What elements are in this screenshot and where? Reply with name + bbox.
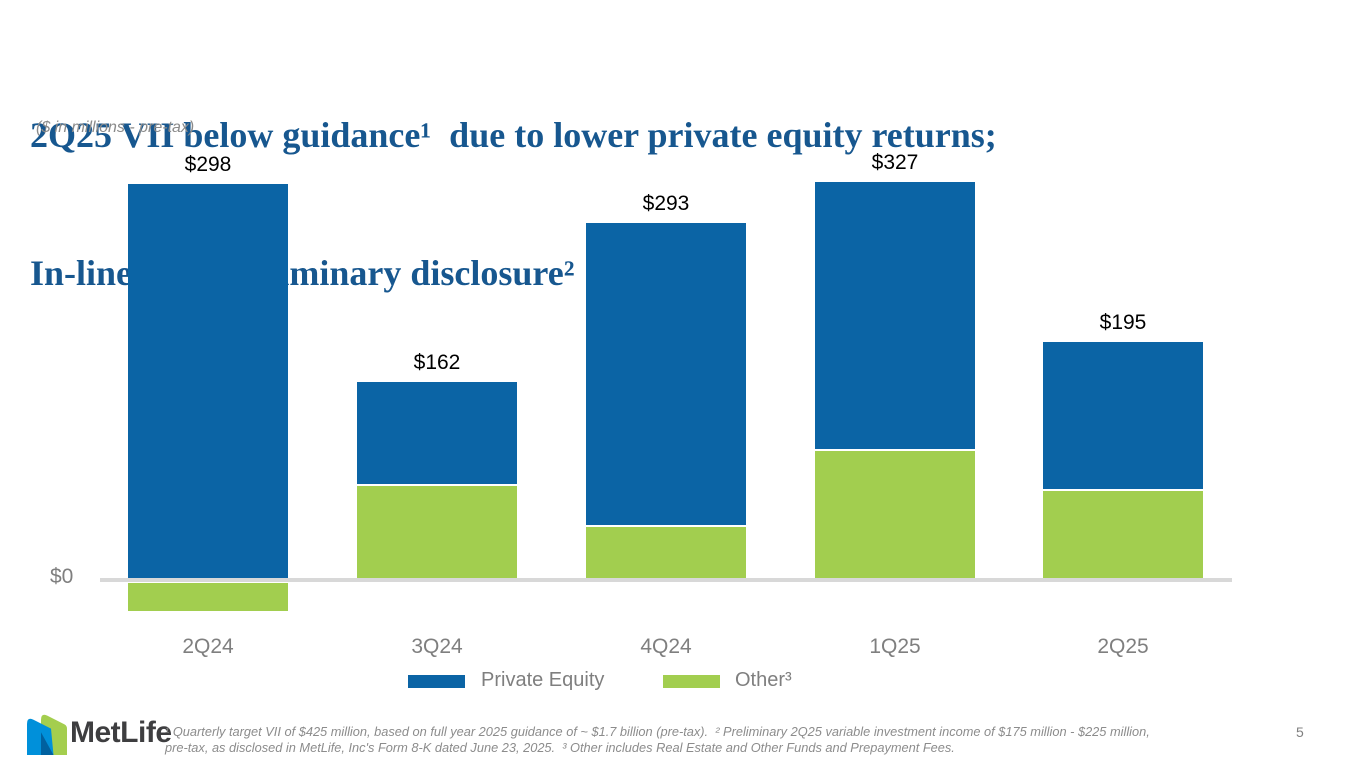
bar-segment-private-equity-2Q24 — [128, 184, 288, 578]
bar-segment-private-equity-1Q25 — [815, 182, 975, 449]
y-axis-zero-label: $0 — [50, 565, 74, 588]
bar-segment-other-3Q24 — [357, 485, 517, 578]
bar-total-label-4Q24: $293 — [642, 192, 690, 216]
x-axis-label-1Q25: 1Q25 — [869, 635, 921, 658]
legend-swatch-other — [663, 675, 720, 688]
bar-total-label-3Q24: $162 — [413, 350, 461, 374]
metlife-wordmark: MetLife — [70, 716, 172, 749]
x-axis-line — [100, 578, 1232, 582]
legend-swatch-private-equity — [408, 675, 465, 688]
slide-title-line1: 2Q25 VII below guidance¹ due to lower pr… — [30, 115, 997, 155]
bar-segment-other-4Q24 — [586, 527, 746, 578]
bar-segment-private-equity-2Q25 — [1043, 341, 1203, 489]
metlife-logo: MetLife — [27, 711, 197, 757]
page-number: 5 — [1296, 724, 1304, 740]
bar-total-label-2Q25: $195 — [1099, 310, 1147, 334]
stacked-bar-chart: $0 $298 2Q24 $162 3Q24 $293 4Q24 $327 1Q25 $195 2… — [50, 151, 1232, 658]
x-axis-label-4Q24: 4Q24 — [640, 635, 692, 658]
units-note: ($ in millions - pre-tax) — [36, 119, 195, 136]
slide-title: 2Q25 VII below guidance¹ due to lower pr… — [30, 20, 1350, 342]
metlife-logo-mark-icon — [27, 714, 67, 755]
bar-segment-other-1Q25 — [815, 450, 975, 578]
x-axis-label-2Q24: 2Q24 — [182, 635, 234, 658]
bar-segment-other-2Q25 — [1043, 490, 1203, 578]
bar-total-label-1Q25: $327 — [871, 151, 919, 174]
legend-label-private-equity: Private Equity — [481, 669, 605, 691]
x-axis-label-3Q24: 3Q24 — [411, 635, 463, 658]
bar-total-label-2Q24: $298 — [184, 153, 232, 177]
bar-segment-private-equity-3Q24 — [357, 381, 517, 484]
bar-segment-private-equity-4Q24 — [586, 223, 746, 526]
legend-label-other: Other³ — [735, 669, 792, 691]
footnote-line2: pre-tax, as disclosed in MetLife, Inc's … — [165, 740, 955, 755]
x-axis-label-2Q25: 2Q25 — [1097, 635, 1149, 658]
bar-segment-other-2Q24 — [128, 583, 288, 611]
footnote-line1: ¹ Quarterly target VII of $425 million, … — [165, 724, 1150, 739]
